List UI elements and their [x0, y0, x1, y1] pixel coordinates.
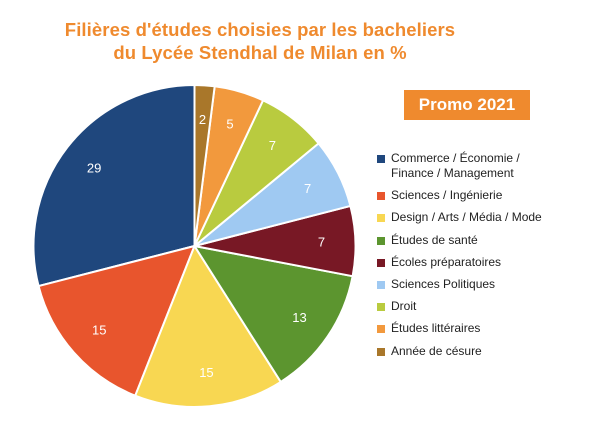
legend-swatch: [377, 258, 385, 267]
legend-swatch: [377, 236, 385, 245]
pie-slice-etudes-de-sante: [193, 245, 354, 383]
slice-value-label: 13: [292, 310, 306, 325]
legend-item: Études littéraires: [377, 321, 589, 336]
legend-label: Études de santé: [391, 232, 478, 247]
slice-value-label: 7: [269, 138, 276, 153]
legend-item: Sciences Politiques: [377, 277, 589, 292]
legend-swatch: [377, 303, 385, 312]
chart-title-line-2: du Lycée Stendhal de Milan en %: [113, 42, 407, 63]
legend-label: Études littéraires: [391, 321, 481, 336]
legend-label: Finance / Management: [391, 166, 514, 180]
promo-badge: Promo 2021: [404, 90, 530, 120]
slice-value-label: 5: [226, 117, 233, 132]
slice-value-label: 15: [92, 322, 106, 337]
legend-item: Année de césure: [377, 344, 589, 359]
legend-label: Droit: [391, 299, 417, 314]
pie-slice-commerce-economie-finance-management: [32, 84, 196, 288]
legend-label: Écoles préparatoires: [391, 254, 502, 269]
chart-legend: Commerce / Économie / Finance / Managemen…: [377, 151, 589, 366]
legend-item: Sciences / Ingénierie: [377, 188, 589, 203]
pie-slice-annee-de-cesure: [193, 84, 216, 247]
slice-value-label: 7: [318, 235, 325, 250]
legend-swatch: [377, 155, 385, 163]
pie-slice-sciences-ingenierie: [37, 245, 196, 397]
legend-item: Commerce / Économie / Finance / Managemen…: [377, 151, 589, 181]
legend-swatch: [377, 280, 385, 289]
legend-swatch: [377, 192, 385, 201]
legend-item: Études de santé: [377, 233, 589, 248]
pie-slice-design-arts-media-mode: [134, 245, 282, 408]
legend-label: Sciences / Ingénierie: [391, 188, 503, 203]
slice-value-label: 15: [199, 365, 213, 380]
legend-item: Droit: [377, 299, 589, 314]
legend-label: Sciences Politiques: [391, 276, 496, 291]
chart-title-line-1: Filières d'études choisies par les bache…: [64, 19, 456, 40]
legend-label: Design / Arts / Média / Mode: [391, 210, 542, 225]
legend-swatch: [377, 325, 385, 334]
slice-value-label: 7: [304, 181, 311, 196]
legend-swatch: [377, 214, 385, 223]
legend-swatch: [377, 347, 385, 356]
slice-value-label: 2: [199, 112, 206, 127]
slice-value-label: 29: [87, 161, 101, 176]
legend-label: Commerce / Économie /: [391, 151, 520, 165]
legend-item: Écoles préparatoires: [377, 255, 589, 270]
legend-label: Année de césure: [391, 343, 482, 358]
chart-title: Filières d'études choisies par les bache…: [0, 18, 520, 64]
legend-item: Design / Arts / Média / Mode: [377, 210, 589, 225]
